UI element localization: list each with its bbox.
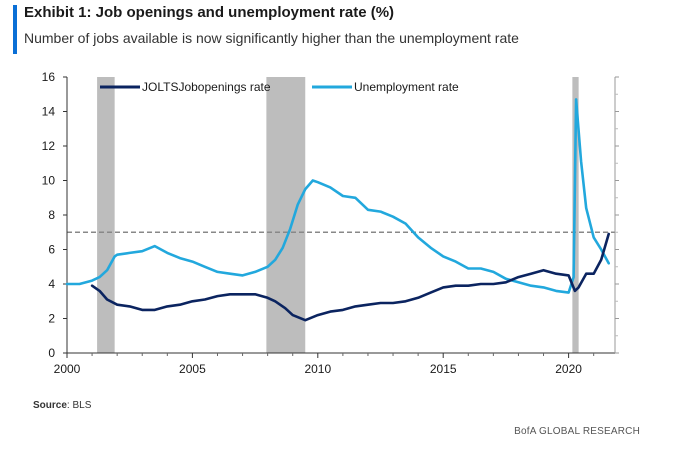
series-lines [65,98,610,322]
x-tick-label-2020: 2020 [555,362,582,376]
chart-title: Exhibit 1: Job openings and unemployment… [24,4,395,21]
x-tick-label-2000: 2000 [54,362,81,376]
y-tick-label-10: 10 [42,174,56,188]
y-tick-label-0: 0 [48,346,55,360]
legend-label-jolts: JOLTSJobopenings rate [142,80,271,94]
y-tick-label-16: 16 [42,70,56,84]
y-tick-label-2: 2 [48,312,55,326]
legend-label-unemployment: Unemployment rate [354,80,459,94]
source-note: Source: BLS [33,400,91,411]
y-tick-label-4: 4 [48,277,55,291]
y-tick-label-12: 12 [42,139,56,153]
unemployment-series-line [65,98,610,294]
axes: 0 2 4 6 8 10 12 14 16 2000 2005 2010 2015 2020 [42,70,619,376]
recession-shading [97,77,579,353]
y-tick-label-14: 14 [42,105,56,119]
chart-subtitle: Number of jobs available is now signific… [24,30,519,46]
y-tick-label-6: 6 [48,243,55,257]
title-accent-bar [13,5,17,54]
recession-band-1 [97,77,115,353]
source-value: : BLS [66,400,92,411]
x-tick-label-2010: 2010 [304,362,331,376]
recession-band-2 [266,77,306,353]
x-tick-label-2015: 2015 [430,362,457,376]
source-label: Source [33,400,67,411]
line-chart: 0 2 4 6 8 10 12 14 16 2000 2005 2010 2015 2020 JOLTSJ… [42,70,619,376]
y-tick-label-8: 8 [48,208,55,222]
jolts-series-line [90,232,610,322]
legend: JOLTSJobopenings rate Unemployment rate [100,80,459,94]
brand-label: BofA GLOBAL RESEARCH [514,426,640,437]
x-tick-label-2005: 2005 [179,362,206,376]
